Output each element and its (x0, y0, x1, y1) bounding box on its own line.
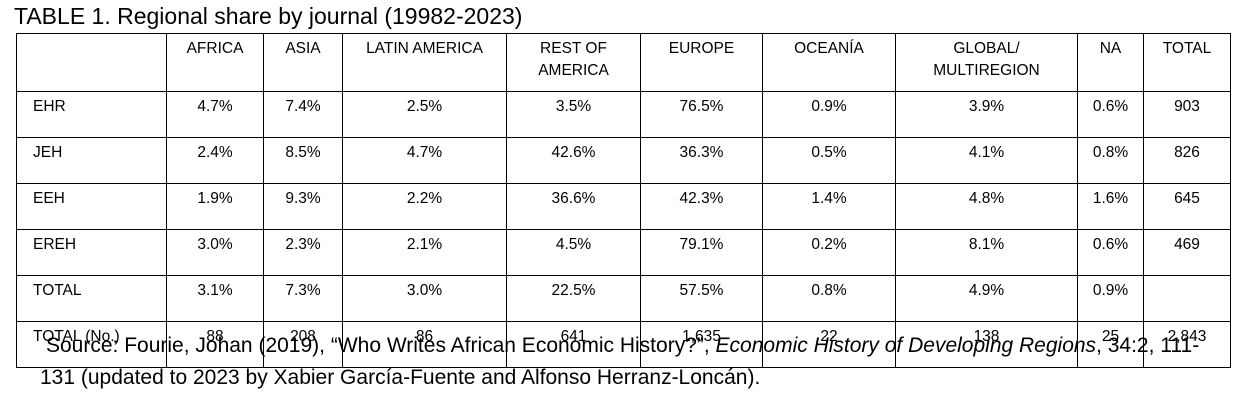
table-cell: 25 (1077, 321, 1144, 368)
table-row: JEH 2.4% 8.5% 4.7% 42.6% 36.3% 0.5% 4.1% 0.8% 826 (16, 137, 1231, 184)
table-cell: 3.0% (166, 229, 264, 276)
header-row: AFRICA ASIA LATIN AMERICA REST OF AMERICA EU… (16, 33, 1231, 92)
table-cell: 4.7% (342, 137, 507, 184)
table-cell: 22.5% (506, 275, 641, 322)
table-cell: 36.3% (640, 137, 763, 184)
table-title: TABLE 1. Regional share by journal (1998… (14, 3, 523, 29)
table-cell: 42.6% (506, 137, 641, 184)
table-cell: 0.9% (1077, 275, 1144, 322)
source-text: , 34:2, 111-131 (updated to 2023 by Xabi… (40, 334, 1200, 389)
table-body: EHR 4.7% 7.4% 2.5% 3.5% 76.5% 0.9% 3.9% 0.6% 903 J… (16, 91, 1231, 368)
table-row: EEH 1.9% 9.3% 2.2% 36.6% 42.3% 1.4% 4.8% 1.6% 645 (16, 183, 1231, 230)
table-cell: 1.6% (1077, 183, 1144, 230)
journal-name: Economic History of Developing Regions (715, 334, 1097, 357)
table-row: EHR 4.7% 7.4% 2.5% 3.5% 76.5% 0.9% 3.9% 0.6% 903 (16, 91, 1231, 138)
table-cell: 7.4% (263, 91, 343, 138)
table-cell: 0.9% (762, 91, 896, 138)
header-cell: GLOBAL/ MULTIREGION (895, 33, 1078, 92)
table-cell: 3.1% (166, 275, 264, 322)
table-cell: 4.1% (895, 137, 1078, 184)
source-note: Source: Fourie, Johan (2019), “Who Write… (40, 330, 1220, 394)
table-cell: 2.1% (342, 229, 507, 276)
table-cell: 2,843 (1143, 321, 1231, 368)
table-cell: 0.6% (1077, 91, 1144, 138)
table-cell: 826 (1143, 137, 1231, 184)
table-cell: 3.5% (506, 91, 641, 138)
table-cell: 88 (166, 321, 264, 368)
header-cell: ASIA (263, 33, 343, 92)
table-cell: 469 (1143, 229, 1231, 276)
table-cell: 2.3% (263, 229, 343, 276)
table-cell: 0.2% (762, 229, 896, 276)
table-cell: 4.7% (166, 91, 264, 138)
table-cell: 3.0% (342, 275, 507, 322)
table-cell: 4.5% (506, 229, 641, 276)
table-cell: 903 (1143, 91, 1231, 138)
header-cell: NA (1077, 33, 1144, 92)
table-cell: 4.9% (895, 275, 1078, 322)
header-cell: REST OF AMERICA (506, 33, 641, 92)
table-cell: 42.3% (640, 183, 763, 230)
table-row: TOTAL 3.1% 7.3% 3.0% 22.5% 57.5% 0.8% 4.9% 0.9% (16, 275, 1231, 322)
table-cell: 2.2% (342, 183, 507, 230)
row-label: TOTAL (No.) (16, 321, 167, 368)
header-cell: EUROPE (640, 33, 763, 92)
header-cell: AFRICA (166, 33, 264, 92)
table-cell: 57.5% (640, 275, 763, 322)
row-label: EREH (16, 229, 167, 276)
header-cell: TOTAL (1143, 33, 1231, 92)
table-cell: 22 (762, 321, 896, 368)
row-label: TOTAL (16, 275, 167, 322)
table-cell: 645 (1143, 183, 1231, 230)
table-cell: 86 (342, 321, 507, 368)
table-row: TOTAL (No.) 88 208 86 641 1,635 22 138 25 2,843 (16, 321, 1231, 368)
table-cell (1143, 275, 1231, 322)
header-cell (16, 33, 167, 92)
table-cell: 8.5% (263, 137, 343, 184)
table-cell: 0.8% (1077, 137, 1144, 184)
table-cell: 2.5% (342, 91, 507, 138)
table-cell: 2.4% (166, 137, 264, 184)
row-label: EHR (16, 91, 167, 138)
table-cell: 36.6% (506, 183, 641, 230)
table-row: EREH 3.0% 2.3% 2.1% 4.5% 79.1% 0.2% 8.1% 0.6% 469 (16, 229, 1231, 276)
table-cell: 0.8% (762, 275, 896, 322)
table-cell: 0.6% (1077, 229, 1144, 276)
table-cell: 138 (895, 321, 1078, 368)
row-label: EEH (16, 183, 167, 230)
table-cell: 9.3% (263, 183, 343, 230)
table-cell: 1.9% (166, 183, 264, 230)
row-label: JEH (16, 137, 167, 184)
table-cell: 7.3% (263, 275, 343, 322)
table-cell: 0.5% (762, 137, 896, 184)
data-table: AFRICA ASIA LATIN AMERICA REST OF AMERICA EU… (16, 33, 1231, 368)
table-cell: 4.8% (895, 183, 1078, 230)
header-cell: LATIN AMERICA (342, 33, 507, 92)
source-text: Source: Fourie, Johan (2019), “Who Write… (46, 334, 710, 357)
table-cell: 3.9% (895, 91, 1078, 138)
table-cell: 8.1% (895, 229, 1078, 276)
header-cell: OCEANÍA (762, 33, 896, 92)
table-cell: 1.4% (762, 183, 896, 230)
table-cell: 79.1% (640, 229, 763, 276)
table-cell: 76.5% (640, 91, 763, 138)
